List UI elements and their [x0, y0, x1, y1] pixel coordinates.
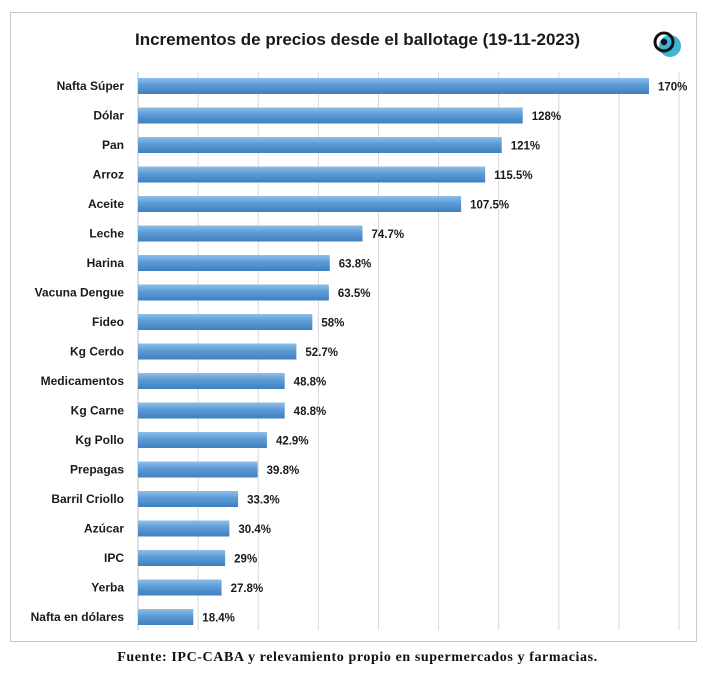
- data-label: 63.5%: [338, 288, 371, 300]
- data-label: 107.5%: [470, 200, 509, 212]
- chart-title: Incrementos de precios desde el ballotag…: [134, 30, 580, 49]
- data-label: 42.9%: [276, 436, 309, 448]
- bar: [138, 166, 486, 183]
- bar: [138, 461, 258, 478]
- bar: [138, 225, 363, 242]
- data-label: 48.8%: [294, 406, 327, 418]
- source-note: Fuente: IPC-CABA y relevamiento propio e…: [117, 650, 598, 665]
- data-label: 63.8%: [339, 259, 372, 271]
- category-label: Dólar: [93, 109, 124, 123]
- category-label: Azúcar: [84, 522, 124, 536]
- circular-logo-icon: [653, 31, 681, 57]
- data-label: 115.5%: [494, 170, 532, 182]
- data-label: 58%: [321, 318, 344, 330]
- bar: [138, 520, 230, 537]
- bar: [138, 402, 285, 419]
- category-label: Nafta en dólares: [31, 610, 125, 624]
- category-label: Pan: [102, 138, 124, 152]
- bar: [138, 196, 462, 212]
- bar: [138, 78, 649, 94]
- bar: [138, 284, 329, 301]
- bar: [138, 491, 239, 507]
- data-label: 52.7%: [305, 347, 338, 359]
- category-label: Prepagas: [70, 463, 124, 477]
- data-label: 48.8%: [294, 377, 327, 389]
- category-label: Kg Pollo: [75, 433, 124, 447]
- bar: [138, 373, 285, 389]
- data-label: 33.3%: [247, 495, 280, 507]
- bar: [138, 137, 502, 153]
- bar: [138, 550, 226, 566]
- data-label: 74.7%: [372, 229, 405, 241]
- category-label: Fideo: [92, 315, 124, 329]
- category-label: Medicamentos: [41, 374, 125, 388]
- category-label: Kg Carne: [71, 404, 125, 418]
- data-label: 30.4%: [238, 524, 271, 536]
- data-label: 121%: [511, 141, 540, 153]
- bar: [138, 255, 330, 271]
- bar: [138, 107, 523, 124]
- category-label: Barril Criollo: [51, 492, 124, 506]
- category-label: Harina: [87, 256, 125, 270]
- category-label: Vacuna Dengue: [35, 286, 125, 300]
- bar: [138, 579, 222, 596]
- bar: [138, 432, 267, 448]
- category-label: Kg Cerdo: [70, 345, 124, 359]
- bar: [138, 609, 194, 625]
- data-label: 39.8%: [267, 465, 300, 477]
- data-label: 27.8%: [231, 583, 264, 595]
- category-label: Yerba: [91, 581, 124, 595]
- data-label: 29%: [234, 554, 257, 566]
- category-label: Nafta Súper: [57, 79, 125, 93]
- category-label: Aceite: [88, 197, 124, 211]
- bar: [138, 314, 313, 330]
- category-label: IPC: [104, 551, 124, 565]
- data-label: 128%: [532, 111, 561, 123]
- category-label: Leche: [89, 227, 124, 241]
- data-label: 18.4%: [202, 613, 235, 625]
- bar: [138, 343, 297, 360]
- category-label: Arroz: [93, 168, 124, 182]
- data-label: 170%: [658, 82, 687, 94]
